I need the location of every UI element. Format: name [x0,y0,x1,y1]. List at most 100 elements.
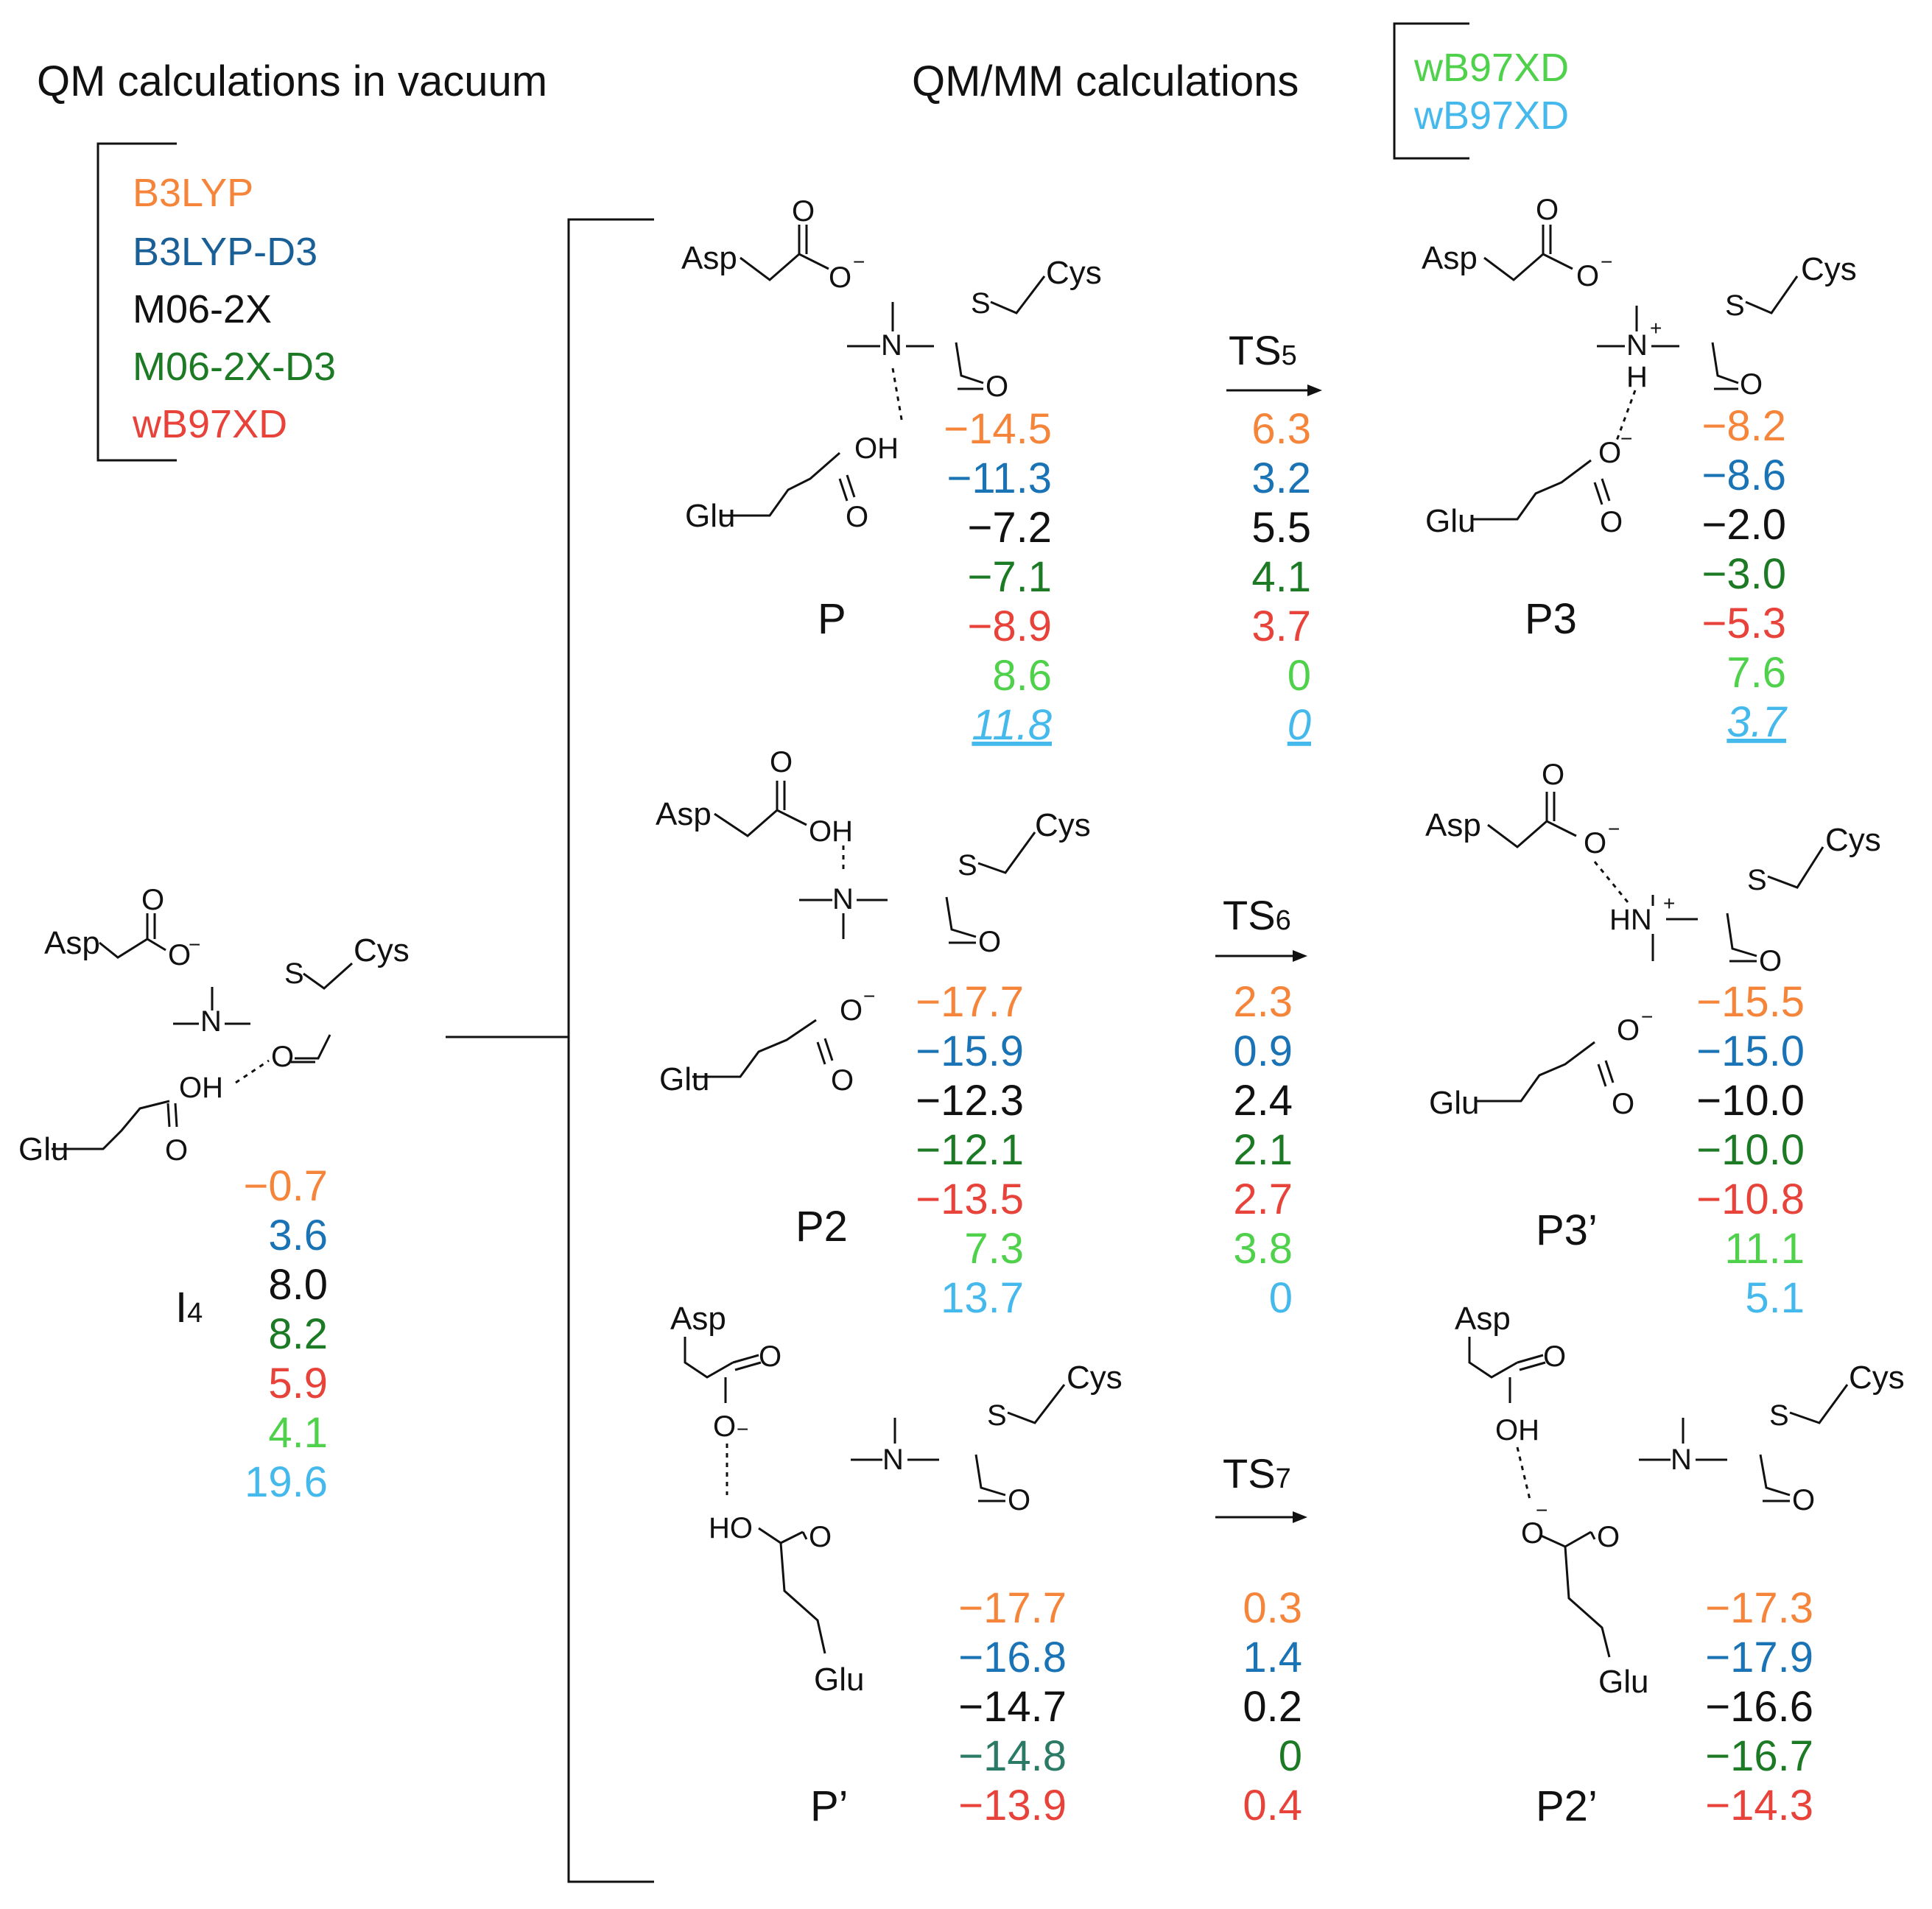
value-p3-qmmm-green: 7.6 [1726,649,1786,697]
svg-text:Glu: Glu [659,1061,709,1097]
value-ts7-wb97xd: 0.4 [1243,1782,1302,1829]
branch-bracket [567,218,654,1883]
values-ts6: 2.3 0.9 2.4 2.1 2.7 3.8 0 [1233,978,1293,1322]
svg-text:N: N [200,1005,222,1038]
svg-text:N: N [881,329,902,362]
value-pp-b3lyp-d3: −16.8 [958,1634,1067,1681]
value-p3p-m062x-d3: −10.0 [1696,1126,1805,1174]
values-pp: −17.7 −16.8 −14.7 −14.8 −13.9 [958,1584,1067,1829]
value-p3p-qmmm-green: 11.1 [1724,1225,1805,1273]
value-ts5-b3lyp-d3: 3.2 [1251,454,1311,502]
value-p2p-wb97xd: −14.3 [1705,1782,1813,1829]
values-ts7: 0.3 1.4 0.2 0 0.4 [1243,1584,1302,1829]
value-p3-b3lyp: −8.2 [1702,402,1787,450]
svg-text:O: O [829,261,851,294]
value-p3-wb97xd: −5.3 [1702,600,1787,647]
svg-text:Asp: Asp [1425,807,1481,843]
svg-text:−: − [737,1418,748,1441]
svg-text:HO: HO [709,1512,753,1544]
legend-qm: B3LYP B3LYP-D3 M06-2X M06-2X-D3 wB97XD [96,142,336,462]
value-i4-m062x-d3: 8.2 [268,1310,328,1358]
svg-text:O: O [1597,1521,1620,1553]
value-p-m062x-d3: −7.1 [968,553,1053,601]
svg-text:S: S [958,849,977,882]
value-p3-m062x-d3: −3.0 [1702,550,1787,598]
svg-text:O: O [986,370,1008,403]
value-ts6-b3lyp-d3: 0.9 [1233,1027,1293,1075]
svg-text:OH: OH [854,432,899,465]
value-p2-qmmm-green: 7.3 [964,1225,1024,1273]
value-p-m062x: −7.2 [968,504,1053,552]
svg-text:HN: HN [1609,904,1652,936]
value-p3p-qmmm-blue: 5.1 [1745,1274,1805,1322]
svg-text:H: H [1626,361,1648,393]
svg-text:−: − [189,933,200,956]
svg-text:−: − [1536,1499,1548,1522]
svg-text:Asp: Asp [656,796,712,832]
value-ts7-b3lyp-d3: 1.4 [1243,1634,1302,1681]
svg-text:S: S [1725,289,1745,322]
legend-qmmm-wb97xd-blue: wB97XD [1413,94,1569,138]
svg-text:O: O [1576,260,1599,292]
arrow-ts5: TS5 [1226,327,1322,396]
label-p3p: P3’ [1536,1206,1598,1254]
value-i4-m062x: 8.0 [268,1261,328,1309]
value-pp-m062x-d3: −14.8 [958,1732,1067,1780]
title-qm-vacuum: QM calculations in vacuum [37,57,547,105]
value-p3p-m062x: −10.0 [1696,1077,1805,1125]
label-p3: P3 [1525,595,1577,643]
values-p2: −17.7 −15.9 −12.3 −12.1 −13.5 7.3 13.7 [916,978,1024,1322]
svg-text:−: − [1601,250,1612,273]
svg-text:OH: OH [809,815,853,848]
value-p2p-m062x-d3: −16.7 [1705,1732,1813,1780]
value-p2p-m062x: −16.6 [1705,1683,1813,1731]
svg-text:O: O [1759,945,1782,977]
value-p-qmmm-green: 8.6 [992,652,1052,700]
svg-text:Asp: Asp [681,240,737,276]
value-p2-b3lyp-d3: −15.9 [916,1027,1024,1075]
svg-text:Asp: Asp [1422,240,1478,276]
structure-p3p: Asp O O − S Cys HN + O O − O Glu [1425,759,1881,1121]
legend-qm-m062x-d3: M06-2X-D3 [133,345,336,389]
svg-text:N: N [1626,329,1648,362]
value-p-qmmm-blue: 11.8 [972,701,1052,749]
svg-text:S: S [987,1399,1007,1432]
value-ts6-qmmm-green: 3.8 [1233,1225,1293,1273]
value-ts5-m062x-d3: 4.1 [1251,553,1311,601]
value-p3-m062x: −2.0 [1702,501,1787,549]
values-p: −14.5 −11.3 −7.2 −7.1 −8.9 8.6 11.8 [944,405,1052,749]
arrow-ts6: TS6 [1215,892,1307,962]
value-ts6-wb97xd: 2.7 [1233,1175,1293,1223]
svg-text:O: O [1008,1484,1030,1516]
legend-qmmm-wb97xd-green: wB97XD [1413,46,1569,90]
label-p: P [818,595,846,643]
structure-pp: Asp O O − S Cys N O HO O Glu [670,1301,1123,1698]
svg-text:−: − [1641,1005,1653,1028]
structure-p3: Asp O O − S Cys N + H O O − O Glu [1422,194,1857,539]
value-p3p-wb97xd: −10.8 [1696,1175,1805,1223]
svg-text:O: O [165,1134,188,1167]
svg-text:OH: OH [179,1072,223,1104]
legend-qm-b3lyp: B3LYP [133,171,253,215]
value-p2-b3lyp: −17.7 [916,978,1024,1026]
value-i4-wb97xd: 5.9 [268,1360,328,1407]
value-p3p-b3lyp: −15.5 [1696,978,1805,1026]
svg-text:N: N [1671,1444,1692,1476]
svg-text:O: O [713,1410,736,1443]
svg-text:S: S [284,957,304,990]
legend-qmmm-bracket [1393,22,1469,160]
ts5-label: TS5 [1229,327,1297,373]
svg-text:Cys: Cys [1046,255,1102,291]
value-p-wb97xd: −8.9 [968,602,1053,650]
svg-text:−: − [853,250,865,273]
value-i4-qmmm-green: 4.1 [268,1409,328,1457]
svg-text:−: − [1608,818,1620,840]
label-i4: I4 [175,1284,203,1332]
values-i4: −0.7 3.6 8.0 8.2 5.9 4.1 19.6 [244,1162,329,1506]
legend-qm-b3lyp-d3: B3LYP-D3 [133,230,317,274]
legend-qm-m062x: M06-2X [133,287,272,331]
value-i4-qmmm-blue: 19.6 [245,1458,328,1506]
value-ts5-wb97xd: 3.7 [1251,602,1311,650]
value-p3-qmmm-blue: 3.7 [1726,698,1788,746]
